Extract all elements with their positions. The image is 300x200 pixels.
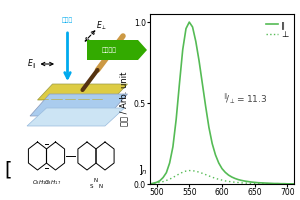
Text: ]$_n$: ]$_n$ <box>138 163 148 177</box>
Text: N: N <box>98 184 103 189</box>
Polygon shape <box>87 40 147 60</box>
Polygon shape <box>30 94 127 116</box>
Polygon shape <box>38 84 128 100</box>
Text: $C_8H_{17}$: $C_8H_{17}$ <box>44 178 61 187</box>
Text: $C_8H_{17}$: $C_8H_{17}$ <box>32 178 49 187</box>
Text: 筆の掃引: 筆の掃引 <box>102 47 117 53</box>
Text: 励起光: 励起光 <box>62 17 73 23</box>
Text: $^{\parallel}\!\!/_{\perp}=11.3$: $^{\parallel}\!\!/_{\perp}=11.3$ <box>222 92 268 106</box>
Text: [: [ <box>4 160 12 180</box>
Text: N: N <box>94 178 98 183</box>
Legend: ∥, ⊥: ∥, ⊥ <box>264 18 290 40</box>
Y-axis label: 強度 / Arb. unit: 強度 / Arb. unit <box>119 72 128 126</box>
Text: $E_{\parallel}$: $E_{\parallel}$ <box>27 57 36 71</box>
Text: $E_{\perp}$: $E_{\perp}$ <box>96 20 108 32</box>
Polygon shape <box>27 108 124 126</box>
Text: S: S <box>90 184 93 189</box>
